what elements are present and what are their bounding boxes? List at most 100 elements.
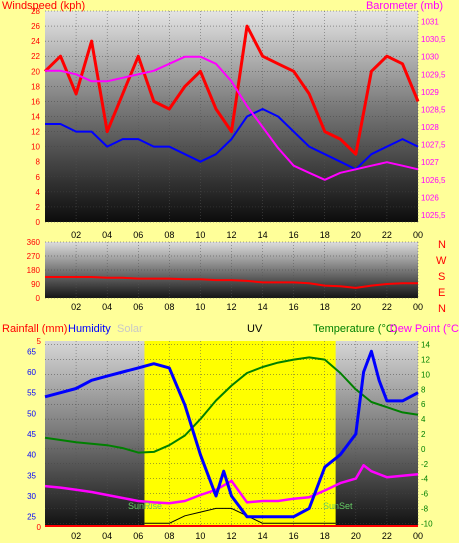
direction-x-tick-label: 20: [351, 302, 361, 312]
wind-y-tick-label: 14: [31, 113, 40, 122]
temp-y-tick-label: -8: [421, 504, 429, 513]
compass-s: S: [438, 271, 445, 283]
humidity-y-tick-label: 35: [27, 471, 36, 480]
wind-y-tick-label: 16: [31, 97, 40, 106]
direction-x-tick-label: 18: [320, 302, 330, 312]
temp-x-tick-label: 08: [164, 531, 174, 541]
wind-x-tick-label: 10: [195, 230, 205, 240]
baro-y-tick-label: 1028: [421, 123, 439, 132]
temp-y-tick-label: 6: [421, 400, 426, 409]
baro-y-tick-label: 1026,5: [421, 176, 446, 185]
baro-y-tick-label: 1027,5: [421, 141, 446, 150]
direction-x-tick-label: 02: [71, 302, 81, 312]
wind-x-tick-label: 06: [133, 230, 143, 240]
barometer-axis-label: Barometer (mb): [366, 0, 443, 12]
temp-y-tick-label: 14: [421, 341, 430, 350]
temp-y-tick-label: -10: [421, 519, 433, 528]
solar-header: Solar: [117, 323, 143, 335]
direction-y-tick-label: 270: [27, 252, 41, 261]
temp-x-tick-label: 18: [320, 531, 330, 541]
wind-x-tick-label: 00: [413, 230, 423, 240]
uv-line: [144, 507, 336, 524]
direction-x-tick-label: 16: [289, 302, 299, 312]
wind-y-tick-label: 12: [31, 128, 40, 137]
wind-x-tick-label: 12: [226, 230, 236, 240]
direction-y-tick-label: 360: [27, 238, 41, 247]
wind-x-tick-label: 22: [382, 230, 392, 240]
compass-n-bottom: N: [438, 303, 446, 315]
wind-x-tick-label: 04: [102, 230, 112, 240]
compass-n-top: N: [438, 239, 446, 251]
sunset-label: SunSet: [323, 501, 353, 511]
humidity-y-tick-label: 25: [27, 513, 36, 522]
temp-y-tick-label: 10: [421, 370, 430, 379]
direction-x-tick-label: 04: [102, 302, 112, 312]
temp-y-tick-label: 12: [421, 356, 430, 365]
temp-y-tick-label: 2: [421, 430, 426, 439]
temp-y-tick-label: -2: [421, 460, 429, 469]
temp-x-tick-label: 04: [102, 531, 112, 541]
direction-y-tick-label: 180: [27, 266, 41, 275]
temp-y-tick-label: -4: [421, 475, 429, 484]
temp-x-tick-label: 20: [351, 531, 361, 541]
wind-direction-line: [45, 276, 418, 289]
wind-y-tick-label: 6: [36, 173, 41, 182]
wind-y-tick-label: 22: [31, 52, 40, 61]
humidity-y-tick-label: 50: [27, 409, 36, 418]
barometer-line: [45, 55, 419, 181]
humidity-line: [44, 349, 419, 519]
baro-y-tick-label: 1031: [421, 18, 439, 27]
direction-x-tick-label: 00: [413, 302, 423, 312]
wind-y-tick-label: 2: [36, 203, 41, 212]
wind-x-tick-label: 08: [164, 230, 174, 240]
humidity-y-tick-label: 45: [27, 430, 36, 439]
humidity-y-tick-label: 55: [27, 389, 36, 398]
humidity-header: Humidity: [68, 323, 111, 335]
direction-y-tick-label: 90: [31, 280, 40, 289]
temp-x-tick-label: 16: [289, 531, 299, 541]
temp-y-tick-label: -6: [421, 490, 429, 499]
humidity-y-tick-label: 40: [27, 451, 36, 460]
temp-y-tick-label: 8: [421, 385, 426, 394]
temp-x-tick-label: 12: [226, 531, 236, 541]
wind-y-tick-label: 24: [31, 37, 40, 46]
wind-x-tick-label: 14: [258, 230, 268, 240]
baro-y-tick-label: 1030,5: [421, 35, 446, 44]
baro-y-tick-label: 1029: [421, 88, 439, 97]
temp-x-tick-label: 10: [195, 531, 205, 541]
baro-y-tick-label: 1028,5: [421, 105, 446, 114]
uv-header: UV: [247, 323, 263, 335]
direction-x-tick-label: 12: [226, 302, 236, 312]
humidity-y-tick-label: 30: [27, 492, 36, 501]
baro-y-tick-label: 1030: [421, 53, 439, 62]
direction-x-tick-label: 22: [382, 302, 392, 312]
baro-y-tick-label: 1027: [421, 158, 439, 167]
wind-y-tick-label: 20: [31, 67, 40, 76]
windspeed-axis-label: Windspeed (kph): [2, 0, 85, 12]
temperature-header: Temperature (°C): [313, 323, 397, 335]
wind-gust-line: [43, 24, 420, 156]
rainfall-header: Rainfall (mm): [2, 323, 67, 335]
wind-x-tick-label: 02: [71, 230, 81, 240]
wind-x-tick-label: 16: [289, 230, 299, 240]
temp-x-tick-label: 22: [382, 531, 392, 541]
direction-x-tick-label: 06: [133, 302, 143, 312]
direction-x-tick-label: 10: [195, 302, 205, 312]
temperature-line: [44, 356, 419, 454]
temp-x-tick-label: 00: [413, 531, 423, 541]
wind-x-tick-label: 18: [320, 230, 330, 240]
wind-y-tick-label: 28: [31, 7, 40, 16]
humidity-y-tick-label: 60: [27, 368, 36, 377]
dewpoint-line: [44, 463, 419, 505]
rain-y-tick-label: 0: [37, 523, 42, 532]
temp-x-tick-label: 02: [71, 531, 81, 541]
wind-y-tick-label: 8: [36, 158, 41, 167]
direction-y-tick-label: 0: [36, 294, 41, 303]
wind-y-tick-label: 4: [36, 188, 41, 197]
temp-y-tick-label: 4: [421, 415, 426, 424]
baro-y-tick-label: 1029,5: [421, 70, 446, 79]
baro-y-tick-label: 1026: [421, 193, 439, 202]
wind-x-tick-label: 20: [351, 230, 361, 240]
wind-y-tick-label: 10: [31, 143, 40, 152]
